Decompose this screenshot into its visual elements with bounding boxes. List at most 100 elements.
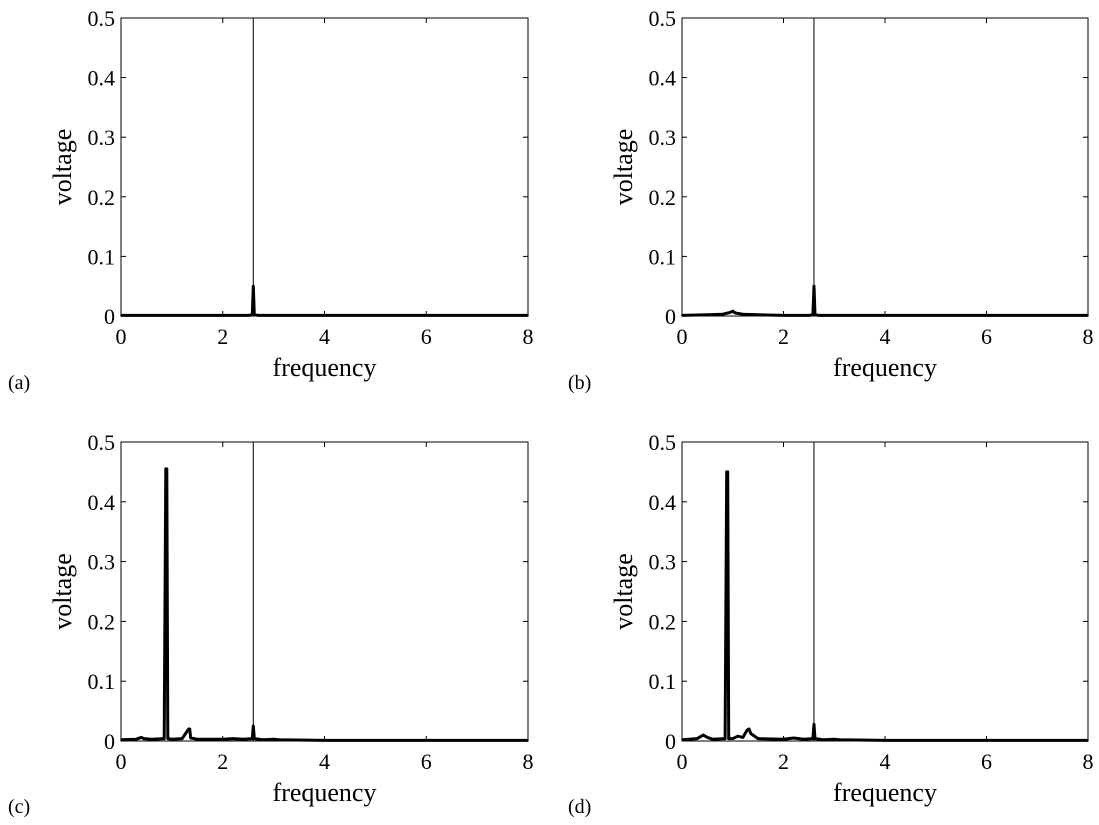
data-point — [476, 314, 478, 317]
data-point — [242, 738, 244, 741]
data-point — [188, 728, 191, 730]
y-tick-label: 0.4 — [649, 490, 677, 515]
data-point — [425, 314, 428, 317]
data-point — [1036, 739, 1039, 742]
y-tick-label: 0.4 — [649, 66, 677, 91]
x-tick-label: 6 — [981, 749, 992, 774]
data-point — [814, 314, 816, 316]
y-axis-label: voltage — [609, 129, 638, 206]
y-tick-label: 0 — [104, 729, 115, 754]
data-point — [792, 737, 795, 739]
data-point — [163, 737, 166, 740]
data-point — [167, 737, 169, 740]
data-point — [374, 739, 377, 742]
y-tick-label: 0.1 — [88, 669, 116, 694]
data-point — [838, 739, 841, 741]
data-point — [476, 739, 478, 742]
data-point — [731, 310, 734, 313]
data-point — [425, 739, 428, 742]
data-point — [803, 738, 805, 741]
data-point — [726, 471, 729, 473]
x-tick-label: 6 — [421, 324, 432, 349]
data-point — [731, 737, 734, 740]
data-point — [323, 314, 326, 317]
data-point — [813, 723, 815, 726]
y-tick-label: 0.2 — [88, 609, 116, 634]
panel-c: 0 0.1 0.2 0.3 0.4 0.5 0 2 4 6 8 frequency voltage (c) — [8, 430, 534, 818]
x-tick-label: 2 — [217, 324, 228, 349]
y-axis-label: voltage — [48, 553, 77, 630]
x-tick-label: 2 — [217, 749, 228, 774]
data-point — [748, 728, 750, 730]
y-tick-label: 0.3 — [88, 125, 116, 150]
data-point — [1036, 314, 1039, 317]
data-point — [262, 739, 265, 741]
data-point — [253, 737, 256, 740]
y-tick-label: 0.5 — [88, 430, 116, 455]
x-tick-label: 0 — [677, 749, 688, 774]
y-tick-label: 0.1 — [649, 669, 677, 694]
data-point — [833, 738, 836, 741]
data-point — [812, 737, 814, 740]
data-point — [140, 736, 143, 739]
x-tick-label: 0 — [116, 749, 127, 774]
data-point — [782, 314, 785, 317]
data-point — [702, 734, 705, 736]
data-point — [1087, 314, 1089, 317]
data-point — [374, 314, 377, 317]
data-point — [742, 736, 744, 739]
x-tick-label: 0 — [116, 324, 127, 349]
y-tick-label: 0.3 — [649, 550, 677, 575]
data-point — [277, 739, 280, 741]
data-point — [272, 738, 275, 741]
data-point — [251, 737, 254, 740]
data-point — [232, 737, 234, 740]
y-tick-label: 0.5 — [88, 6, 116, 31]
data-point — [823, 739, 825, 741]
data-point — [189, 737, 192, 739]
panel-b: 0 0.1 0.2 0.3 0.4 0.5 0 2 4 6 8 frequency voltage (b) — [568, 6, 1094, 394]
axes-box — [120, 441, 529, 742]
data-point — [527, 739, 529, 742]
data-point — [813, 285, 815, 288]
data-point — [985, 314, 988, 317]
x-tick-label: 2 — [778, 324, 789, 349]
data-point — [272, 314, 275, 317]
y-axis-label: voltage — [609, 553, 638, 630]
data-point — [884, 314, 886, 317]
data-point — [120, 739, 122, 741]
x-tick-label: 6 — [421, 749, 432, 774]
panel-d: 0 0.1 0.2 0.3 0.4 0.5 0 2 4 6 8 frequency voltage (d) — [568, 430, 1094, 818]
y-tick-label: 0 — [665, 304, 676, 329]
data-point — [808, 314, 810, 317]
panel-label: (a) — [8, 372, 30, 394]
data-point — [696, 737, 699, 740]
data-point — [934, 739, 937, 742]
data-point — [706, 736, 709, 739]
data-point — [757, 737, 759, 740]
data-point — [721, 313, 724, 316]
spectrum-line — [120, 467, 528, 742]
data-point — [221, 314, 224, 317]
data-point — [782, 738, 785, 741]
y-tick-label: 0.2 — [649, 609, 677, 634]
data-point — [818, 314, 820, 317]
data-point — [812, 314, 814, 316]
y-tick-label: 0 — [104, 304, 115, 329]
x-tick-label: 6 — [981, 324, 992, 349]
x-tick-label: 8 — [1083, 324, 1094, 349]
data-point — [150, 738, 153, 741]
x-tick-label: 4 — [319, 324, 330, 349]
data-point — [724, 737, 726, 740]
data-point — [145, 314, 148, 317]
data-point — [711, 738, 714, 741]
y-tick-label: 0.4 — [88, 490, 116, 515]
x-tick-label: 2 — [778, 749, 789, 774]
data-point — [135, 738, 138, 741]
y-tick-label: 0.2 — [649, 185, 677, 210]
x-tick-label: 8 — [523, 324, 534, 349]
data-point — [257, 314, 260, 317]
data-point — [814, 737, 816, 740]
axes-box — [681, 441, 1089, 742]
